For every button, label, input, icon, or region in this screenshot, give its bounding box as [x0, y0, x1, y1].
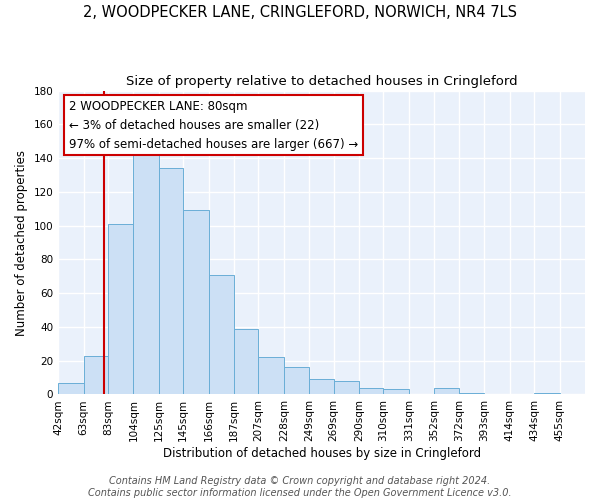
Bar — [310, 380, 334, 394]
Bar — [284, 368, 310, 394]
Bar — [383, 390, 409, 394]
X-axis label: Distribution of detached houses by size in Cringleford: Distribution of detached houses by size … — [163, 447, 481, 460]
Bar — [234, 328, 259, 394]
Text: 2 WOODPECKER LANE: 80sqm
← 3% of detached houses are smaller (22)
97% of semi-de: 2 WOODPECKER LANE: 80sqm ← 3% of detache… — [69, 100, 358, 150]
Bar — [534, 393, 560, 394]
Y-axis label: Number of detached properties: Number of detached properties — [15, 150, 28, 336]
Bar — [83, 356, 108, 395]
Bar — [459, 393, 484, 394]
Bar — [259, 358, 284, 395]
Bar — [183, 210, 209, 394]
Bar — [159, 168, 183, 394]
Bar — [108, 224, 133, 394]
Bar — [209, 274, 234, 394]
Bar — [434, 388, 459, 394]
Text: Contains HM Land Registry data © Crown copyright and database right 2024.
Contai: Contains HM Land Registry data © Crown c… — [88, 476, 512, 498]
Bar — [334, 381, 359, 394]
Text: 2, WOODPECKER LANE, CRINGLEFORD, NORWICH, NR4 7LS: 2, WOODPECKER LANE, CRINGLEFORD, NORWICH… — [83, 5, 517, 20]
Bar — [58, 382, 83, 394]
Bar — [133, 148, 159, 394]
Bar — [359, 388, 383, 394]
Title: Size of property relative to detached houses in Cringleford: Size of property relative to detached ho… — [126, 75, 517, 88]
